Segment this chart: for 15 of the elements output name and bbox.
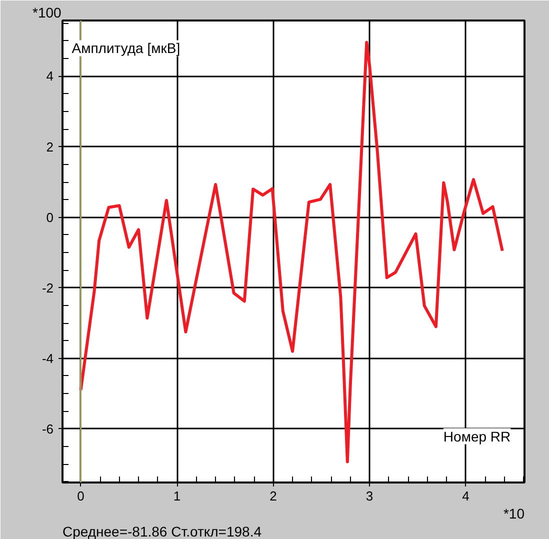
y-tick-label: 0: [46, 210, 54, 225]
x-tick-label: 4: [462, 488, 470, 504]
x-tick-label: 2: [270, 488, 277, 504]
x-tick-label: 0: [77, 488, 84, 504]
x-axis-title: Номер RR: [443, 428, 511, 444]
y-tick-label: -2: [42, 280, 54, 296]
y-tick-label: 4: [46, 68, 54, 84]
text: *10: [503, 506, 525, 522]
y-tick-label: 2: [46, 139, 54, 154]
y-axis-title: Амплитуда [мкВ]: [72, 40, 180, 56]
text: *100: [32, 4, 62, 20]
y-tick-label: -4: [42, 350, 54, 366]
y-tick-label: -6: [42, 421, 54, 436]
x-tick-label: 1: [173, 488, 181, 504]
x-tick-label: 3: [366, 488, 374, 504]
